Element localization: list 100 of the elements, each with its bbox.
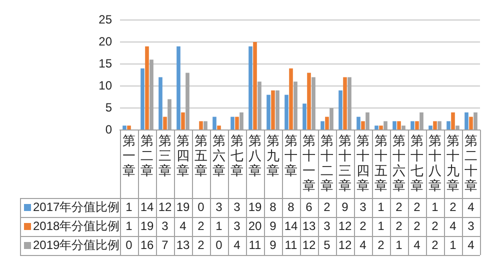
data-label: 9 [342, 200, 349, 214]
bar [320, 121, 324, 130]
bar [266, 94, 270, 130]
x-tick-label: 第十四章 [356, 133, 370, 193]
data-label: 8 [270, 200, 277, 214]
x-tick-label: 第十八章 [428, 133, 442, 193]
data-label: 5 [324, 238, 331, 252]
data-label: 3 [324, 218, 331, 233]
bar [446, 121, 450, 130]
x-tick-label: 第十六章 [392, 133, 406, 193]
legend-label: 2019年分值比例 [33, 238, 120, 252]
data-label: 2 [324, 200, 331, 214]
x-tick-label: 第十七章 [410, 133, 424, 193]
x-tick-label: 第二十章 [464, 133, 478, 193]
y-tick-label: 15 [98, 56, 112, 70]
data-label: 6 [306, 200, 313, 214]
data-label: 11 [248, 238, 262, 252]
data-label: 12 [158, 200, 172, 214]
bar [397, 121, 401, 130]
data-label: 1 [378, 218, 385, 233]
data-label: 4 [468, 200, 475, 214]
x-tick-label: 第四章 [176, 133, 190, 178]
legend-label: 2018年分值比例 [33, 218, 120, 233]
x-tick-label: 第十三章 [338, 133, 352, 193]
bar [199, 121, 203, 130]
data-label: 19 [248, 200, 262, 214]
data-label: 3 [234, 200, 241, 214]
bar [343, 77, 347, 130]
data-label: 8 [288, 200, 295, 214]
data-label: 2 [396, 200, 403, 214]
bar [433, 121, 437, 130]
data-label: 2 [432, 238, 439, 252]
bar [379, 126, 383, 130]
bar [176, 46, 180, 130]
data-label: 1 [450, 238, 457, 252]
x-tick-label: 第八章 [248, 133, 262, 178]
data-label: 3 [360, 200, 367, 214]
x-tick-label: 第九章 [266, 133, 280, 178]
bar [464, 112, 468, 130]
data-label: 7 [162, 238, 169, 252]
data-label: 16 [140, 238, 154, 252]
data-label: 2 [378, 238, 385, 252]
x-tick-label: 第二章 [140, 133, 154, 178]
data-label: 3 [234, 218, 241, 233]
data-label: 1 [432, 200, 439, 214]
bar [428, 126, 432, 130]
bar [217, 126, 221, 130]
data-label: 9 [270, 218, 277, 233]
bar [289, 68, 293, 130]
data-label: 19 [176, 200, 190, 214]
data-label: 2 [396, 218, 403, 233]
bar [127, 126, 131, 130]
x-tick-label: 第十五章 [374, 133, 388, 193]
data-label: 2 [432, 218, 439, 233]
x-tick-label: 第六章 [212, 133, 226, 178]
data-label: 11 [284, 238, 298, 252]
data-label: 1 [216, 218, 223, 233]
data-label: 14 [284, 218, 298, 233]
data-label: 13 [302, 218, 316, 233]
bar [253, 42, 257, 130]
data-label: 20 [248, 218, 262, 233]
bar [145, 46, 149, 130]
x-tick-label: 第三章 [158, 133, 172, 178]
data-label: 19 [140, 218, 154, 233]
data-label: 3 [216, 200, 223, 214]
data-label: 0 [126, 238, 133, 252]
bar [140, 68, 144, 130]
data-label: 2 [414, 218, 421, 233]
bar [451, 112, 455, 130]
data-label: 4 [450, 218, 457, 233]
bar [271, 90, 275, 130]
bar [122, 126, 126, 130]
bar [374, 126, 378, 130]
bar [248, 46, 252, 130]
bar [392, 121, 396, 130]
data-label: 14 [140, 200, 154, 214]
bar [284, 94, 288, 130]
data-label: 4 [414, 238, 421, 252]
bar [230, 116, 234, 130]
bar [181, 112, 185, 130]
x-tick-label: 第十章 [284, 133, 298, 178]
y-tick-label: 10 [98, 78, 112, 92]
data-label: 9 [270, 238, 277, 252]
x-tick-label: 第十二章 [320, 133, 334, 193]
bar [302, 104, 306, 130]
data-label: 2 [360, 218, 367, 233]
legend-label: 2017年分值比例 [33, 200, 120, 214]
data-label: 3 [468, 218, 475, 233]
data-label: 1 [126, 218, 133, 233]
data-label: 4 [468, 238, 475, 252]
x-tick-label: 第十九章 [446, 133, 460, 193]
data-label: 13 [176, 238, 190, 252]
bar [212, 116, 216, 130]
y-tick-label: 0 [105, 122, 112, 136]
data-label: 12 [338, 218, 352, 233]
data-label: 12 [302, 238, 316, 252]
data-label: 1 [396, 238, 403, 252]
data-label: 2 [450, 200, 457, 214]
data-label: 0 [216, 238, 223, 252]
x-tick-label: 第十一章 [302, 133, 316, 193]
